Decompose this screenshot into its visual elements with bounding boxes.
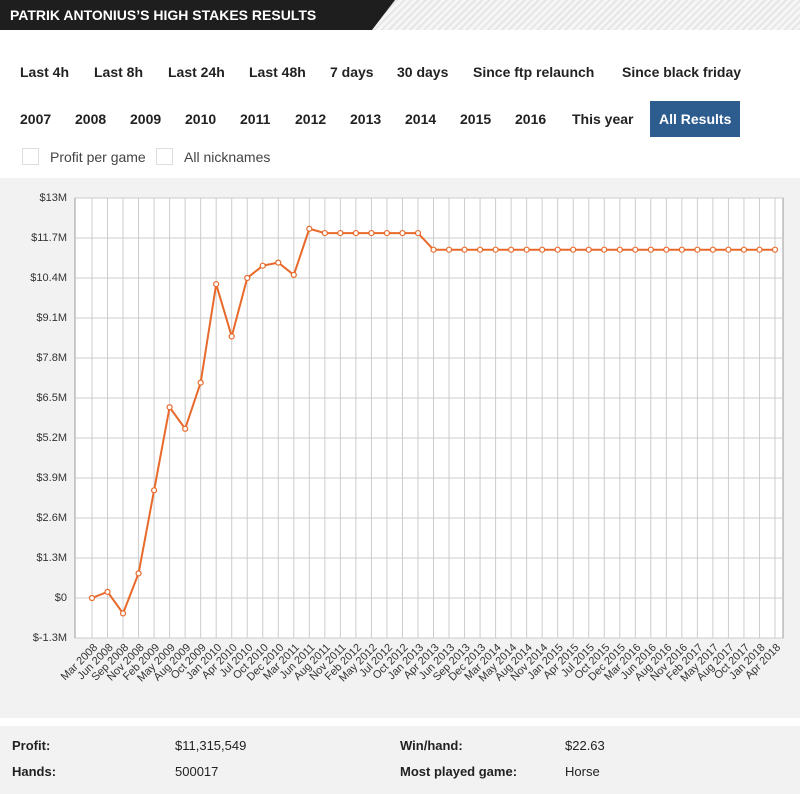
year-filter[interactable]: 2013	[350, 111, 382, 127]
y-tick-label: $0	[55, 592, 67, 604]
point	[445, 246, 453, 253]
point	[352, 229, 359, 237]
point	[709, 246, 717, 253]
point	[368, 229, 375, 237]
y-tick-label: $-1.3M	[33, 632, 67, 644]
stat-value: $11,315,549	[175, 738, 247, 753]
year-filter[interactable]: This year	[572, 111, 634, 127]
point	[461, 246, 468, 253]
point	[244, 274, 251, 282]
point	[647, 246, 654, 253]
year-filter[interactable]: 2007	[20, 111, 52, 127]
point	[430, 246, 437, 253]
year-filter[interactable]: 2011	[240, 111, 271, 127]
year-filter[interactable]: All Results	[650, 101, 741, 137]
point	[104, 588, 111, 595]
y-tick-label: $5.2M	[36, 432, 67, 444]
year-filter[interactable]: 2009	[130, 111, 162, 127]
point	[601, 246, 608, 253]
option-label[interactable]: All nicknames	[184, 149, 271, 165]
period-filter[interactable]: Last 8h	[94, 64, 144, 80]
point	[275, 259, 282, 266]
point	[554, 246, 561, 253]
y-tick-label: $13M	[39, 192, 67, 204]
point	[740, 246, 748, 253]
point	[337, 229, 344, 237]
period-filter[interactable]: Since black friday	[622, 64, 742, 80]
stats-panel	[0, 726, 800, 794]
point	[383, 229, 391, 237]
stat-label: Win/hand:	[400, 738, 463, 753]
point	[539, 246, 546, 253]
stat-value: $22.63	[565, 738, 605, 753]
y-tick-label: $11.7M	[31, 232, 67, 244]
period-filter[interactable]: Last 4h	[20, 64, 70, 80]
point	[135, 570, 142, 577]
point	[570, 246, 577, 253]
point	[259, 262, 266, 269]
point	[663, 246, 670, 253]
point	[166, 404, 173, 411]
plot-area	[74, 197, 784, 639]
point	[694, 246, 701, 253]
point	[771, 246, 779, 253]
point	[150, 487, 158, 494]
stat-label: Hands:	[12, 764, 57, 779]
y-tick-label: $7.8M	[36, 352, 67, 364]
y-tick-label: $1.3M	[36, 552, 67, 564]
point	[632, 246, 639, 253]
point	[182, 425, 189, 432]
period-filter[interactable]: Last 24h	[168, 64, 225, 80]
option-label[interactable]: Profit per game	[50, 149, 146, 165]
header-banner	[0, 0, 395, 30]
y-tick-label: $10.4M	[30, 272, 67, 284]
chart: $-1.3M $0 $1.3M $2.6M $3.9M $5.2M $6.5M $7.8M $9…	[30, 192, 784, 684]
period-filter[interactable]: Since ftp relaunch	[473, 64, 595, 80]
point	[492, 246, 499, 253]
point	[476, 246, 484, 253]
point	[585, 246, 592, 253]
point	[616, 246, 623, 253]
year-filter[interactable]: 2015	[460, 111, 492, 127]
period-filter[interactable]: 30 days	[397, 64, 449, 80]
year-filter[interactable]: 2016	[515, 111, 547, 127]
point	[756, 246, 763, 253]
year-filter[interactable]: 2012	[295, 111, 327, 127]
year-filter[interactable]: 2014	[405, 111, 437, 127]
period-filter[interactable]: 7 days	[330, 64, 374, 80]
checkbox[interactable]	[156, 148, 173, 165]
stat-value: Horse	[565, 764, 600, 779]
year-filter[interactable]: 2010	[185, 111, 217, 127]
period-filter[interactable]: Last 48h	[249, 64, 306, 80]
point	[399, 229, 406, 237]
checkbox[interactable]	[22, 148, 39, 165]
point	[321, 229, 328, 237]
stat-value: 500017	[175, 764, 219, 779]
y-tick-label: $2.6M	[36, 512, 67, 524]
stat-label: Profit:	[12, 738, 51, 753]
point	[725, 246, 732, 253]
point	[197, 379, 204, 386]
point	[306, 225, 313, 232]
point	[228, 333, 235, 340]
year-filter[interactable]: 2008	[75, 111, 107, 127]
page-title: PATRIK ANTONIUS’S HIGH STAKES RESULTS	[10, 7, 317, 23]
stat-label: Most played game:	[400, 764, 518, 779]
point	[88, 594, 96, 602]
y-tick-label: $9.1M	[36, 312, 67, 324]
chart-panel: $-1.3M $0 $1.3M $2.6M $3.9M $5.2M $6.5M $7.8M $9…	[0, 178, 800, 718]
point	[414, 229, 422, 237]
point	[213, 281, 220, 288]
point	[678, 246, 685, 253]
point	[290, 271, 297, 279]
point	[508, 246, 515, 253]
point	[523, 246, 530, 253]
y-tick-label: $6.5M	[36, 392, 67, 404]
point	[119, 610, 127, 617]
y-tick-label: $3.9M	[36, 472, 67, 484]
